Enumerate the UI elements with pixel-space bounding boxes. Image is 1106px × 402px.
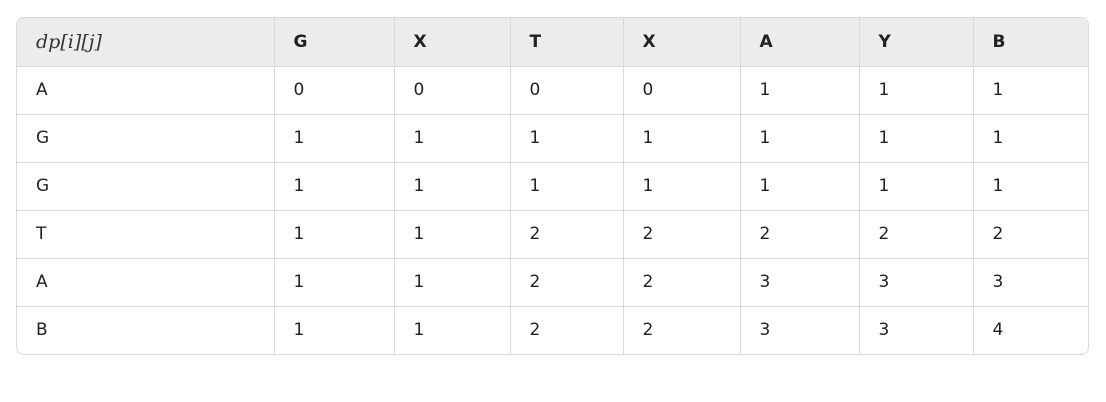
- table-cell: 1: [973, 66, 1088, 115]
- column-header: B: [973, 18, 1088, 67]
- table-cell: 1: [274, 114, 395, 163]
- table-header: dp[i][j] G X T X A Y B: [17, 18, 1088, 67]
- table-cell: 3: [973, 258, 1088, 307]
- row-header: T: [17, 210, 275, 259]
- table-cell: 1: [859, 162, 974, 211]
- table-cell: 1: [973, 162, 1088, 211]
- table-cell: 1: [394, 210, 511, 259]
- table-cell: 2: [510, 210, 624, 259]
- table-cell: 1: [394, 114, 511, 163]
- table-cell: 3: [859, 306, 974, 354]
- row-header: A: [17, 66, 275, 115]
- row-header: B: [17, 306, 275, 354]
- table-cell: 1: [394, 162, 511, 211]
- table-cell: 1: [623, 162, 741, 211]
- table-cell: 1: [623, 114, 741, 163]
- table-cell: 2: [859, 210, 974, 259]
- corner-header: dp[i][j]: [17, 18, 275, 67]
- column-header: X: [394, 18, 511, 67]
- table-cell: 0: [274, 66, 395, 115]
- table-cell: 1: [973, 114, 1088, 163]
- header-row: dp[i][j] G X T X A Y B: [17, 18, 1088, 67]
- table-cell: 4: [992, 320, 1004, 341]
- table-cell: 1: [274, 258, 395, 307]
- table-cell: 1: [740, 114, 860, 163]
- table-cell: 1: [394, 306, 511, 354]
- table-cell: 2: [510, 306, 624, 354]
- table-cell: 1: [510, 114, 624, 163]
- column-header: G: [274, 18, 395, 67]
- table-cell: 2: [623, 306, 741, 354]
- table-cell: 1: [394, 258, 511, 307]
- column-header: X: [623, 18, 741, 67]
- row-header: G: [17, 114, 275, 163]
- table-cell: 2: [623, 258, 741, 307]
- column-header: T: [510, 18, 624, 67]
- table-cell: 0: [394, 66, 511, 115]
- table-cell: 2: [510, 258, 624, 307]
- table-cell: 3: [859, 258, 974, 307]
- table-cell: 0: [510, 66, 624, 115]
- table-cell: 2: [740, 210, 860, 259]
- column-header: A: [740, 18, 860, 67]
- table-cell: 1: [510, 162, 624, 211]
- table-cell: 1: [274, 162, 395, 211]
- table-cell: 1: [740, 66, 860, 115]
- table-cell: 3: [740, 258, 860, 307]
- table-cell: 1: [274, 210, 395, 259]
- row-header: A: [17, 258, 275, 307]
- table-cell: 1: [859, 66, 974, 115]
- table-cell: 1: [859, 114, 974, 163]
- table-cell: 2: [973, 210, 1088, 259]
- table-cell: 2: [623, 210, 741, 259]
- table-cell: 3: [740, 306, 860, 354]
- table-cell: 1: [740, 162, 860, 211]
- column-header: Y: [859, 18, 974, 67]
- table-cell: 1: [274, 306, 395, 354]
- table-cell: 0: [623, 66, 741, 115]
- row-header: G: [17, 162, 275, 211]
